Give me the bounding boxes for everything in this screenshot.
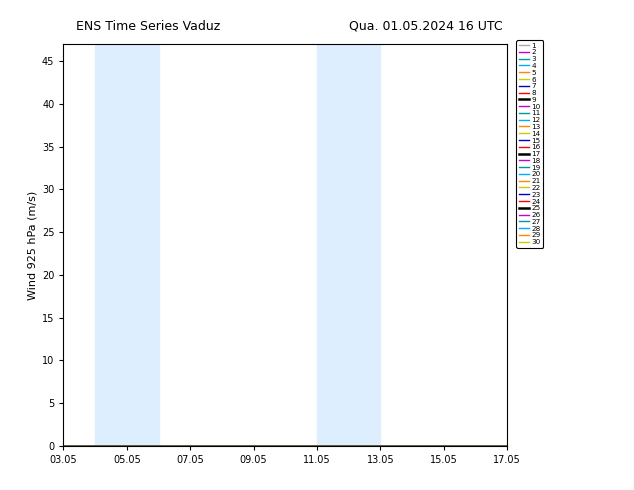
Y-axis label: Wind 925 hPa (m/s): Wind 925 hPa (m/s) [28, 191, 37, 299]
Text: ENS Time Series Vaduz: ENS Time Series Vaduz [76, 20, 221, 33]
Bar [95, 44, 158, 446]
Legend: 1, 2, 3, 4, 5, 6, 7, 8, 9, 10, 11, 12, 13, 14, 15, 16, 17, 18, 19, 20, 21, 22, 2: 1, 2, 3, 4, 5, 6, 7, 8, 9, 10, 11, 12, 1… [516, 40, 543, 248]
Bar [317, 44, 380, 446]
Text: Qua. 01.05.2024 16 UTC: Qua. 01.05.2024 16 UTC [349, 20, 502, 33]
